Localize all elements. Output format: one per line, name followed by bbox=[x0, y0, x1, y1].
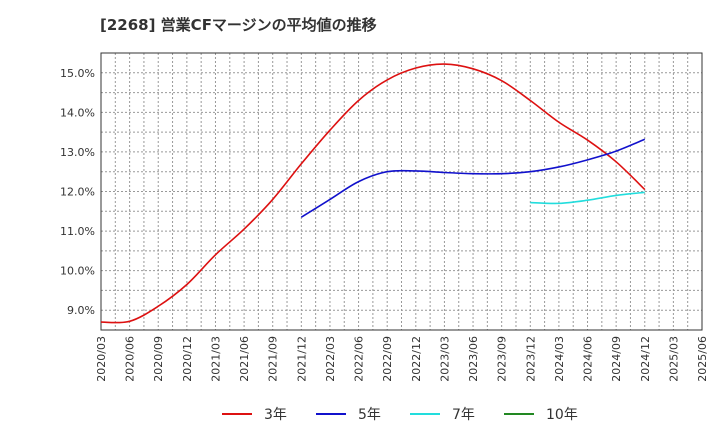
series-line-7年 bbox=[530, 191, 645, 205]
plot-frame bbox=[100, 52, 703, 331]
x-tick-label: 2023/12 bbox=[524, 336, 537, 382]
x-tick-label: 2022/09 bbox=[381, 336, 394, 382]
y-tick-label: 15.0% bbox=[60, 67, 95, 80]
y-axis: 9.0% 10.0% 11.0% 12.0% 13.0% 14.0% 15.0% bbox=[60, 67, 95, 317]
y-tick-label: 9.0% bbox=[67, 304, 95, 317]
legend-label: 3年 bbox=[264, 407, 287, 423]
x-tick-label: 2021/12 bbox=[295, 336, 308, 382]
legend-label: 5年 bbox=[358, 407, 381, 423]
x-tick-label: 2021/09 bbox=[267, 336, 280, 382]
grid bbox=[101, 53, 702, 330]
y-tick-label: 13.0% bbox=[60, 146, 95, 159]
legend-label: 10年 bbox=[546, 407, 578, 423]
x-tick-label: 2020/06 bbox=[124, 336, 137, 382]
x-tick-label: 2023/03 bbox=[438, 336, 451, 382]
x-tick-label: 2025/06 bbox=[696, 336, 709, 382]
series-line-3年 bbox=[100, 63, 646, 324]
x-tick-label: 2022/12 bbox=[410, 336, 423, 382]
y-tick-label: 14.0% bbox=[60, 106, 95, 119]
x-tick-label: 2020/03 bbox=[95, 336, 108, 382]
legend-label: 7年 bbox=[452, 407, 475, 423]
x-tick-label: 2024/12 bbox=[639, 336, 652, 382]
x-tick-label: 2023/06 bbox=[467, 336, 480, 382]
x-tick-label: 2022/03 bbox=[324, 336, 337, 382]
chart-title: [2268] 営業CFマージンの平均値の推移 bbox=[100, 16, 377, 34]
y-tick-label: 10.0% bbox=[60, 265, 95, 278]
series-lines bbox=[100, 63, 646, 324]
x-tick-label: 2025/03 bbox=[667, 336, 680, 382]
x-tick-label: 2023/09 bbox=[496, 336, 509, 382]
y-tick-label: 12.0% bbox=[60, 186, 95, 199]
x-tick-label: 2024/03 bbox=[553, 336, 566, 382]
x-tick-label: 2022/06 bbox=[353, 336, 366, 382]
x-tick-label: 2021/06 bbox=[238, 336, 251, 382]
x-tick-label: 2020/12 bbox=[181, 336, 194, 382]
x-tick-label: 2020/09 bbox=[152, 336, 165, 382]
x-tick-label: 2021/03 bbox=[209, 336, 222, 382]
legend: 3年 5年 7年 10年 bbox=[222, 407, 578, 423]
series-line-5年 bbox=[300, 138, 646, 218]
x-axis: 2020/03 2020/06 2020/09 2020/12 2021/03 2021/… bbox=[95, 336, 709, 382]
x-tick-label: 2024/06 bbox=[582, 336, 595, 382]
y-tick-label: 11.0% bbox=[60, 225, 95, 238]
x-tick-label: 2024/09 bbox=[610, 336, 623, 382]
